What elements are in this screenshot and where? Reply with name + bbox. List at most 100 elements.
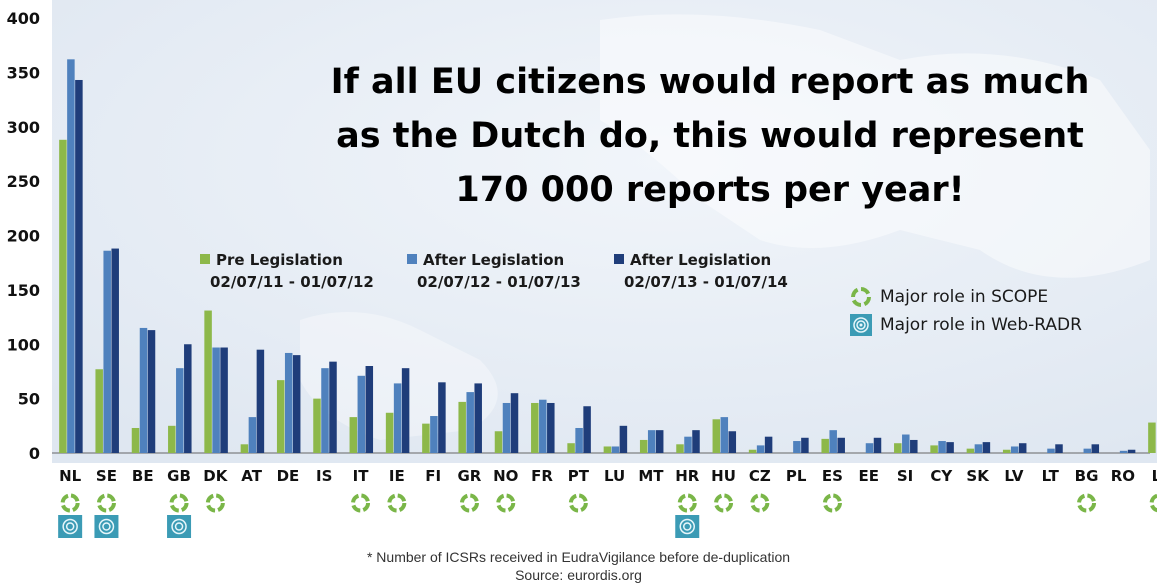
x-tick-label: ES: [822, 467, 843, 485]
legend-label: After Legislation: [630, 251, 772, 269]
bar-is-series-1: [313, 398, 321, 453]
bar-ro-series-3: [1127, 449, 1136, 453]
x-tick-label: NO: [493, 467, 518, 485]
y-tick-label: 100: [7, 335, 40, 354]
scope-icon: [1149, 493, 1157, 513]
x-tick-label: FR: [531, 467, 553, 485]
legend-swatch: [407, 254, 417, 264]
x-tick-label: IE: [389, 467, 405, 485]
webradr-icon-ring: [171, 518, 187, 535]
x-tick-label: GR: [458, 467, 482, 485]
webradr-icon-box: [167, 515, 192, 538]
x-tick-label: NL: [59, 467, 82, 485]
bar-hu-series-1: [712, 419, 721, 453]
legend-period: 02/07/11 - 01/07/12: [210, 273, 374, 291]
legend-period: 02/07/12 - 01/07/13: [417, 273, 581, 291]
bar-lu-series-2: [611, 446, 620, 453]
bar-se-series-1: [95, 369, 103, 453]
y-tick-label: 400: [7, 9, 40, 28]
x-tick-label: IT: [353, 467, 370, 485]
bar-no-series-1: [494, 431, 503, 453]
headline-line-1: If all EU citizens would report as much: [330, 62, 1090, 102]
x-tick-label: HR: [675, 467, 700, 485]
webradr-icon-ring: [683, 522, 692, 531]
bar-ie-series-2: [393, 383, 402, 453]
bar-lu-series-1: [603, 446, 612, 453]
bar-de-series-3: [292, 355, 301, 453]
scope-icon-ring: [750, 493, 770, 513]
scope-icon-ring: [169, 493, 189, 513]
bar-gr-series-1: [458, 401, 466, 453]
x-tick-label: SK: [966, 467, 990, 485]
bar-ee-series-3: [873, 437, 882, 453]
x-tick-label: DK: [203, 467, 228, 485]
bar-ee-series-2: [865, 443, 874, 453]
x-tick-label: SE: [96, 467, 117, 485]
bar-si-series-1: [894, 443, 902, 453]
bar-hu-series-2: [720, 417, 729, 453]
x-tick-label: HU: [711, 467, 736, 485]
role-legend-scope: Major role in SCOPE: [850, 286, 1048, 308]
y-tick-label: 50: [18, 390, 40, 409]
x-tick-label: PL: [786, 467, 807, 485]
bar-pt-series-3: [583, 406, 591, 453]
scope-icon: [96, 493, 116, 513]
bar-fi-series-2: [430, 416, 438, 453]
scope-icon: [169, 493, 189, 513]
scope-icon: [568, 493, 588, 513]
x-tick-label: LU: [604, 467, 625, 485]
bar-lt-series-2: [1047, 448, 1055, 453]
y-tick-label: 350: [7, 63, 40, 82]
bar-sk-series-2: [974, 444, 983, 453]
bar-es-series-1: [821, 438, 829, 453]
bar-de-series-2: [284, 352, 293, 453]
role-legend-scope-label: Major role in SCOPE: [880, 287, 1049, 307]
y-tick-label: 200: [7, 227, 40, 246]
bar-nl-series-2: [67, 59, 75, 453]
bar-pl-series-2: [793, 441, 801, 453]
webradr-icon: [850, 314, 872, 336]
scope-icon: [1077, 493, 1097, 513]
bar-cy-series-3: [946, 442, 954, 453]
scope-icon: [822, 493, 842, 513]
bar-de-series-1: [276, 380, 285, 453]
bar-is-series-2: [321, 368, 329, 453]
scope-icon: [750, 493, 770, 513]
bar-cy-series-1: [930, 445, 938, 453]
bar-gb-series-1: [168, 425, 176, 453]
bar-pl-series-3: [801, 437, 809, 453]
bar-si-series-3: [910, 439, 918, 453]
bar-lv-series-2: [1010, 446, 1019, 453]
x-tick-label: SI: [897, 467, 913, 485]
bar-hr-series-3: [692, 430, 700, 453]
bar-dk-series-1: [204, 310, 212, 453]
bar-fr-series-3: [547, 402, 555, 453]
y-tick-label: 300: [7, 118, 40, 137]
headline-line-2: as the Dutch do, this would represent: [336, 116, 1084, 156]
scope-icon-ring: [714, 493, 734, 513]
scope-icon-ring: [1077, 493, 1097, 513]
webradr-icon-box: [675, 515, 700, 538]
footnote: * Number of ICSRs received in EudraVigil…: [366, 549, 791, 565]
legend-swatch: [614, 254, 624, 264]
webradr-icon-box: [94, 515, 119, 538]
x-tick-label: CZ: [749, 467, 771, 485]
bar-dk-series-3: [220, 347, 228, 453]
bar-mt-series-2: [647, 430, 656, 453]
x-tick-label: RO: [1111, 467, 1135, 485]
x-tick-label: GB: [167, 467, 191, 485]
bar-li-series-1: [1148, 422, 1156, 453]
scope-icon-ring: [568, 493, 588, 513]
legend-swatch: [200, 254, 210, 264]
bar-es-series-3: [837, 437, 845, 453]
bar-lv-series-1: [1002, 449, 1011, 453]
x-tick-label: LI: [1152, 467, 1157, 485]
bar-be-series-1: [131, 427, 140, 453]
x-tick-label: FI: [425, 467, 441, 485]
scope-icon: [205, 493, 225, 513]
scope-icon-ring: [351, 493, 371, 513]
y-tick-label: 0: [29, 444, 40, 463]
bar-cz-series-2: [756, 445, 765, 453]
bar-se-series-3: [111, 248, 119, 453]
scope-icon-ring: [96, 493, 116, 513]
